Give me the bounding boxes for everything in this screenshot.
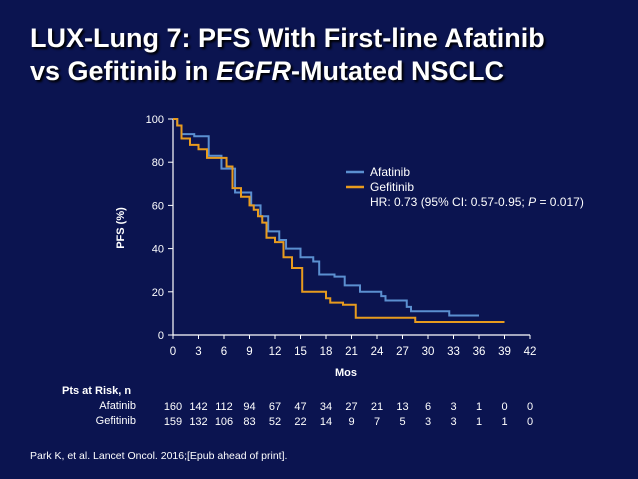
title-line-2-start: vs Gefitinib in bbox=[30, 56, 217, 86]
risk-value-afatinib: 13 bbox=[396, 401, 408, 413]
y-tick-label: 60 bbox=[152, 200, 164, 212]
risk-value-afatinib: 47 bbox=[294, 401, 306, 413]
chart-curves bbox=[173, 118, 505, 324]
risk-row-label-afatinib: Afatinib bbox=[99, 400, 136, 412]
risk-value-gefitinib: 1 bbox=[501, 416, 507, 428]
km-curve-gefitinib bbox=[173, 118, 505, 324]
x-tick-label: 3 bbox=[195, 346, 201, 358]
risk-value-gefitinib: 0 bbox=[527, 416, 533, 428]
risk-value-gefitinib: 132 bbox=[189, 416, 207, 428]
x-tick-label: 15 bbox=[294, 346, 307, 358]
title-line-2-italic: EGFR bbox=[216, 56, 292, 86]
x-tick-label: 33 bbox=[447, 346, 460, 358]
risk-row-label-gefitinib: Gefitinib bbox=[95, 415, 136, 427]
risk-value-gefitinib: 3 bbox=[450, 416, 456, 428]
title-line-2: vs Gefitinib in EGFR-Mutated NSCLC bbox=[30, 55, 630, 88]
risk-value-afatinib: 142 bbox=[189, 401, 207, 413]
x-tick-label: 27 bbox=[396, 346, 409, 358]
km-curve-afatinib bbox=[173, 118, 479, 317]
legend-label-afatinib: Afatinib bbox=[370, 165, 410, 179]
risk-value-afatinib: 3 bbox=[450, 401, 456, 413]
hr-text-start: HR: 0.73 (95% CI: 0.57-0.95; bbox=[370, 195, 528, 209]
x-tick-label: 12 bbox=[269, 346, 282, 358]
risk-value-gefitinib: 5 bbox=[399, 416, 405, 428]
legend-label-gefitinib: Gefitinib bbox=[370, 180, 414, 194]
x-tick-label: 21 bbox=[345, 346, 358, 358]
x-tick-label: 9 bbox=[246, 346, 252, 358]
risk-value-gefitinib: 106 bbox=[215, 416, 233, 428]
chart-legend: Afatinib Gefitinib HR: 0.73 (95% CI: 0.5… bbox=[346, 165, 584, 209]
risk-value-afatinib: 34 bbox=[320, 401, 332, 413]
title-line-1: LUX-Lung 7: PFS With First-line Afatinib bbox=[30, 23, 545, 53]
risk-value-gefitinib: 9 bbox=[348, 416, 354, 428]
risk-value-afatinib: 67 bbox=[269, 401, 281, 413]
risk-value-afatinib: 21 bbox=[371, 401, 383, 413]
risk-value-afatinib: 112 bbox=[215, 401, 233, 413]
hr-text-italic: P bbox=[528, 195, 536, 209]
risk-value-gefitinib: 1 bbox=[476, 416, 482, 428]
y-tick-label: 80 bbox=[152, 157, 164, 169]
hr-text-end: = 0.017) bbox=[536, 195, 584, 209]
x-tick-label: 36 bbox=[473, 346, 486, 358]
risk-value-gefitinib: 14 bbox=[320, 416, 332, 428]
hazard-ratio-annotation: HR: 0.73 (95% CI: 0.57-0.95; P = 0.017) bbox=[370, 195, 584, 209]
x-axis-label: Mos bbox=[335, 367, 357, 379]
x-tick-label: 30 bbox=[422, 346, 435, 358]
risk-value-afatinib: 0 bbox=[501, 401, 507, 413]
risk-value-gefitinib: 52 bbox=[269, 416, 281, 428]
x-tick-label: 0 bbox=[170, 346, 176, 358]
risk-value-gefitinib: 159 bbox=[164, 416, 182, 428]
citation: Park K, et al. Lancet Oncol. 2016;[Epub … bbox=[30, 450, 288, 462]
risk-value-afatinib: 0 bbox=[527, 401, 533, 413]
slide-title: LUX-Lung 7: PFS With First-line Afatinib… bbox=[30, 22, 630, 88]
y-tick-label: 20 bbox=[152, 287, 164, 299]
risk-value-afatinib: 27 bbox=[345, 401, 357, 413]
risk-value-afatinib: 94 bbox=[243, 401, 255, 413]
y-tick-label: 40 bbox=[152, 244, 164, 256]
x-tick-label: 39 bbox=[498, 346, 511, 358]
y-axis-label: PFS (%) bbox=[115, 207, 127, 249]
risk-value-gefitinib: 22 bbox=[294, 416, 306, 428]
risk-value-gefitinib: 83 bbox=[243, 416, 255, 428]
risk-value-afatinib: 6 bbox=[425, 401, 431, 413]
risk-value-afatinib: 1 bbox=[476, 401, 482, 413]
risk-table-title: Pts at Risk, n bbox=[62, 385, 132, 397]
title-line-2-end: -Mutated NSCLC bbox=[291, 56, 505, 86]
risk-value-afatinib: 160 bbox=[164, 401, 182, 413]
x-tick-label: 18 bbox=[320, 346, 333, 358]
risk-value-gefitinib: 7 bbox=[374, 416, 380, 428]
x-tick-label: 42 bbox=[524, 346, 537, 358]
y-tick-label: 0 bbox=[158, 330, 164, 342]
x-tick-label: 24 bbox=[371, 346, 384, 358]
risk-value-gefitinib: 3 bbox=[425, 416, 431, 428]
x-tick-label: 6 bbox=[221, 346, 227, 358]
y-tick-label: 100 bbox=[146, 114, 164, 126]
